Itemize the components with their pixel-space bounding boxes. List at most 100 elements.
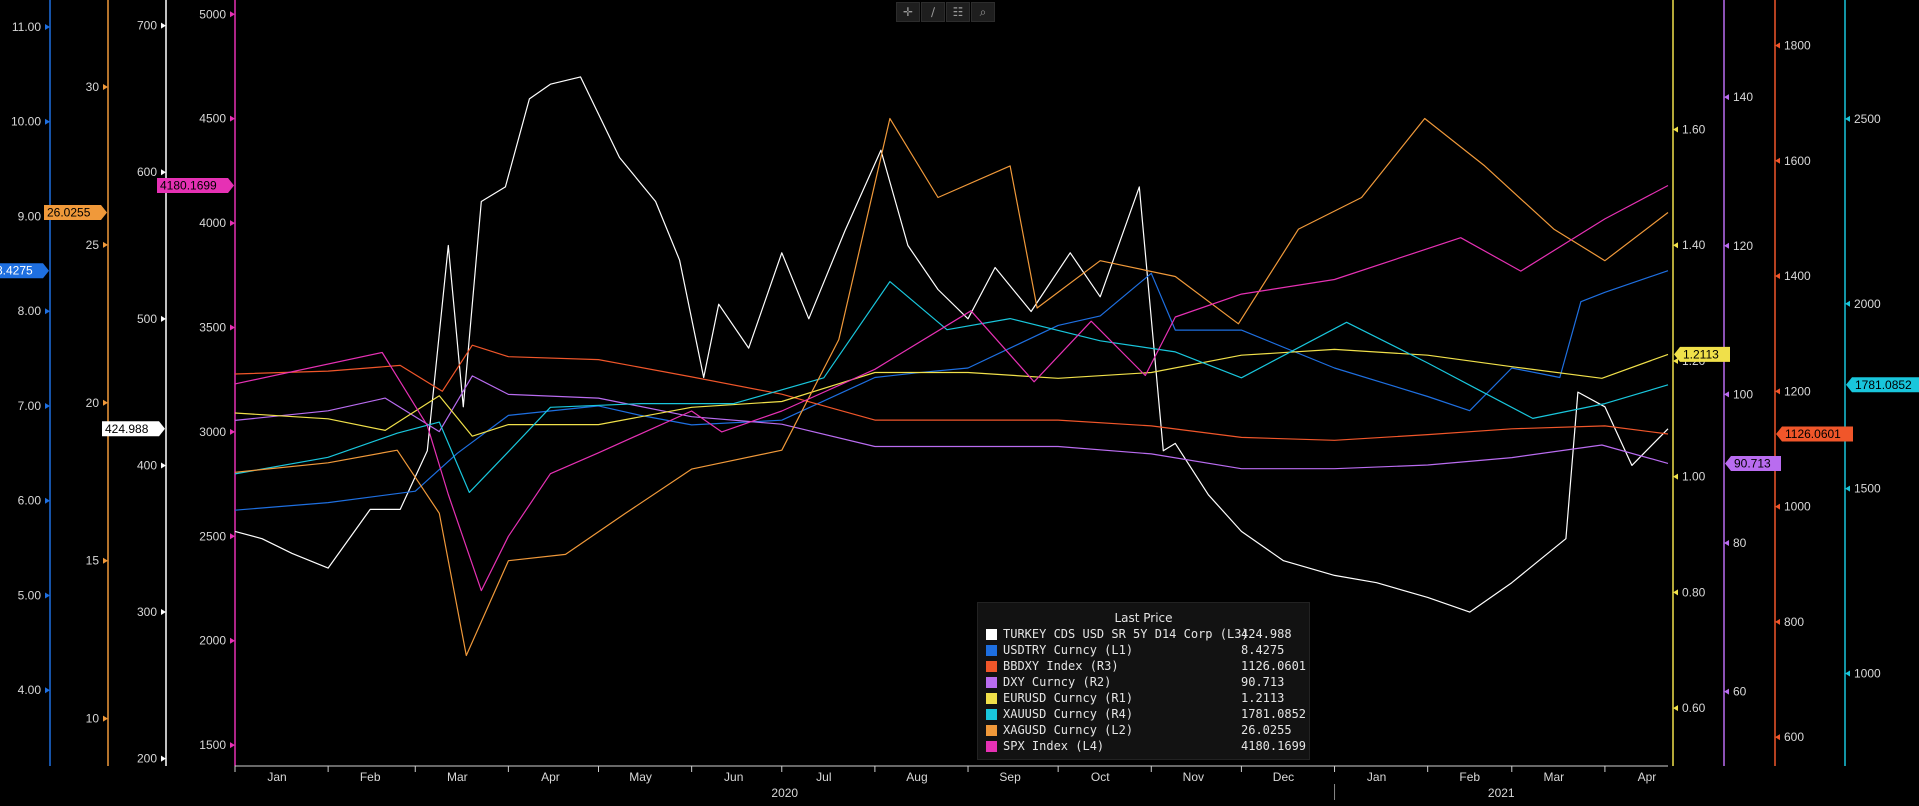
legend-series-value: 1126.0601	[1241, 659, 1307, 673]
legend-series-value: 1781.0852	[1241, 707, 1307, 721]
axis-tick-l1	[45, 592, 50, 599]
axis-tick-r3	[1775, 42, 1780, 49]
last-value-tag-r4	[1846, 377, 1919, 393]
axis-tick-r1	[1673, 589, 1678, 596]
axis-tick-l4	[230, 220, 235, 227]
axis-tick-r3	[1775, 388, 1780, 395]
axis-tick-r1	[1673, 473, 1678, 480]
axis-tick-l4	[230, 742, 235, 749]
axis-tick-l2	[103, 715, 108, 722]
last-value-tag-l1	[0, 263, 49, 279]
last-value-tag-label-r3: 1126.0601	[1785, 427, 1841, 441]
last-value-tag-r2	[1725, 455, 1781, 471]
legend-series-value: 424.988	[1241, 627, 1292, 641]
axis-tick-label-r3: 800	[1784, 615, 1804, 629]
axis-tick-r3	[1775, 157, 1780, 164]
axis-tick-label-l3: 600	[137, 165, 157, 179]
axis-tick-r2	[1724, 391, 1729, 398]
axis-tick-label-r3: 1400	[1784, 269, 1811, 283]
axis-tick-l2	[103, 557, 108, 564]
axis-tick-label-l4: 3000	[199, 425, 226, 439]
axis-tick-label-l1: 5.00	[18, 588, 42, 602]
axis-tick-l4	[230, 533, 235, 540]
last-value-tag-label-l3: 424.988	[105, 422, 149, 436]
axis-tick-r1	[1673, 126, 1678, 133]
axis-tick-r4	[1845, 115, 1850, 122]
axis-tick-label-r3: 1600	[1784, 154, 1811, 168]
axis-tick-label-l3: 700	[137, 19, 157, 33]
legend-series-value: 1.2113	[1241, 691, 1285, 705]
last-value-tag-r3	[1776, 426, 1853, 442]
axis-tick-r3	[1775, 734, 1780, 741]
legend-series-name: EURUSD Curncy (R1)	[1003, 691, 1134, 705]
axis-tick-r3	[1775, 618, 1780, 625]
axis-tick-r4	[1845, 485, 1850, 492]
axis-tick-l1	[45, 308, 50, 315]
legend-swatch	[986, 629, 997, 640]
legend-series-value: 90.713	[1241, 675, 1285, 689]
x-tick-label: Mar	[447, 770, 468, 784]
legend-series-name: BBDXY Index (R3)	[1003, 659, 1119, 673]
axis-tick-label-l4: 3500	[199, 320, 226, 334]
axis-tick-l4	[230, 324, 235, 331]
table-icon: ☷	[952, 5, 964, 19]
axis-tick-label-r3: 1000	[1784, 500, 1811, 514]
series-line-r2	[234, 375, 1669, 470]
legend-entry: TURKEY CDS USD SR 5Y D14 Corp (L3) 424.98…	[986, 627, 1306, 643]
axis-tick-l1	[45, 23, 50, 30]
axis-tick-label-r1: 0.80	[1682, 585, 1706, 599]
axis-tick-label-l1: 11.00	[12, 20, 41, 34]
axis-tick-l3	[161, 169, 166, 176]
axis-tick-l2	[103, 399, 108, 406]
axis-tick-label-r1: 1.00	[1682, 470, 1706, 484]
chart-legend: Last Price TURKEY CDS USD SR 5Y D14 Corp…	[977, 602, 1310, 760]
x-tick-label: Jun	[724, 770, 743, 784]
axis-tick-r1	[1673, 242, 1678, 249]
axis-tick-l1	[45, 402, 50, 409]
last-value-tag-label-l1: 8.4275	[0, 264, 33, 278]
axis-tick-label-r3: 600	[1784, 730, 1804, 744]
axis-tick-label-l1: 10.00	[11, 115, 41, 129]
axis-tick-label-l4: 1500	[199, 738, 226, 752]
legend-entry: EURUSD Curncy (R1) 1.2113	[986, 691, 1306, 707]
legend-series-name: XAGUSD Curncy (L2)	[1003, 723, 1134, 737]
last-value-tag-label-r2: 90.713	[1734, 456, 1771, 470]
x-tick-label: Mar	[1544, 770, 1565, 784]
axis-tick-l3	[161, 755, 166, 762]
legend-swatch	[986, 677, 997, 688]
axis-tick-r2	[1724, 688, 1729, 695]
axis-tick-label-r2: 100	[1733, 387, 1753, 401]
axis-tick-label-l3: 200	[137, 752, 157, 766]
axis-tick-l3	[161, 462, 166, 469]
axis-tick-r4	[1845, 670, 1850, 677]
axis-tick-label-l4: 2000	[199, 634, 226, 648]
legend-swatch	[986, 661, 997, 672]
table-tool-button[interactable]: ☷	[946, 2, 970, 22]
axis-tick-r1	[1673, 705, 1678, 712]
axis-tick-l4	[230, 11, 235, 18]
legend-swatch	[986, 741, 997, 752]
crosshair-tool-button[interactable]: ✛	[896, 2, 920, 22]
legend-entry: DXY Curncy (R2) 90.713	[986, 675, 1306, 691]
axis-tick-label-l2: 25	[86, 238, 100, 252]
last-value-tag-label-r4: 1781.0852	[1855, 378, 1912, 392]
legend-entry: XAGUSD Curncy (L2) 26.0255	[986, 723, 1306, 739]
series-line-l4	[234, 184, 1669, 592]
axis-tick-label-r1: 1.40	[1682, 238, 1706, 252]
legend-series-name: DXY Curncy (R2)	[1003, 675, 1112, 689]
series-line-l2	[234, 117, 1669, 657]
last-value-tag-l2	[44, 204, 107, 220]
axis-tick-label-l3: 300	[137, 605, 157, 619]
axis-tick-label-r1: 1.60	[1682, 123, 1706, 137]
axis-tick-l4	[230, 637, 235, 644]
zoom-tool-button[interactable]: ⌕	[971, 2, 995, 22]
legend-swatch	[986, 709, 997, 720]
legend-series-name: USDTRY Curncy (L1)	[1003, 643, 1134, 657]
x-tick-label: Feb	[1459, 770, 1480, 784]
draw-tool-button[interactable]: ∕	[921, 2, 945, 22]
pencil-icon: ∕	[930, 5, 936, 19]
axis-tick-label-l1: 8.00	[18, 304, 42, 318]
last-value-tag-l4	[157, 177, 234, 193]
axis-tick-label-r3: 1200	[1784, 384, 1811, 398]
